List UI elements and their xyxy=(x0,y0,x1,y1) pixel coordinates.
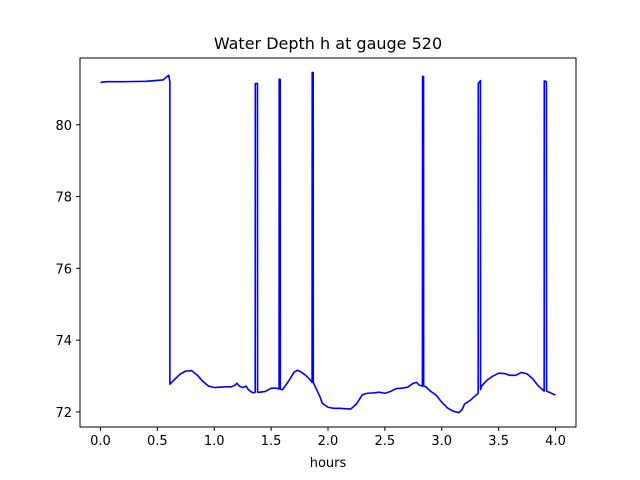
x-tick-label: 3.5 xyxy=(488,434,509,449)
x-tick-label: 2.5 xyxy=(375,434,396,449)
series-line-0 xyxy=(100,71,556,414)
y-tick-label: 74 xyxy=(55,334,72,349)
x-tick-label: 1.5 xyxy=(261,434,282,449)
x-axis-label: hours xyxy=(310,456,347,471)
x-tick-label: 1.0 xyxy=(204,434,225,449)
y-tick-label: 76 xyxy=(55,262,72,277)
chart-title: Water Depth h at gauge 520 xyxy=(214,34,442,53)
x-tick-label: 4.0 xyxy=(545,434,566,449)
x-tick-label: 3.0 xyxy=(431,434,452,449)
y-tick-label: 72 xyxy=(55,406,72,421)
x-axis-ticks: 0.0 0.5 1.0 1.5 2.0 2.5 3.0 3.5 4.0 xyxy=(90,427,566,449)
y-tick-label: 80 xyxy=(55,119,72,134)
plot-frame xyxy=(79,57,577,428)
plot-area xyxy=(80,58,576,427)
x-tick-label: 0.0 xyxy=(90,434,111,449)
x-tick-label: 0.5 xyxy=(147,434,168,449)
x-tick-label: 2.0 xyxy=(318,434,339,449)
y-axis-ticks: 72 74 76 78 80 xyxy=(55,119,80,421)
y-tick-label: 78 xyxy=(55,191,72,206)
series-layer xyxy=(100,71,556,414)
